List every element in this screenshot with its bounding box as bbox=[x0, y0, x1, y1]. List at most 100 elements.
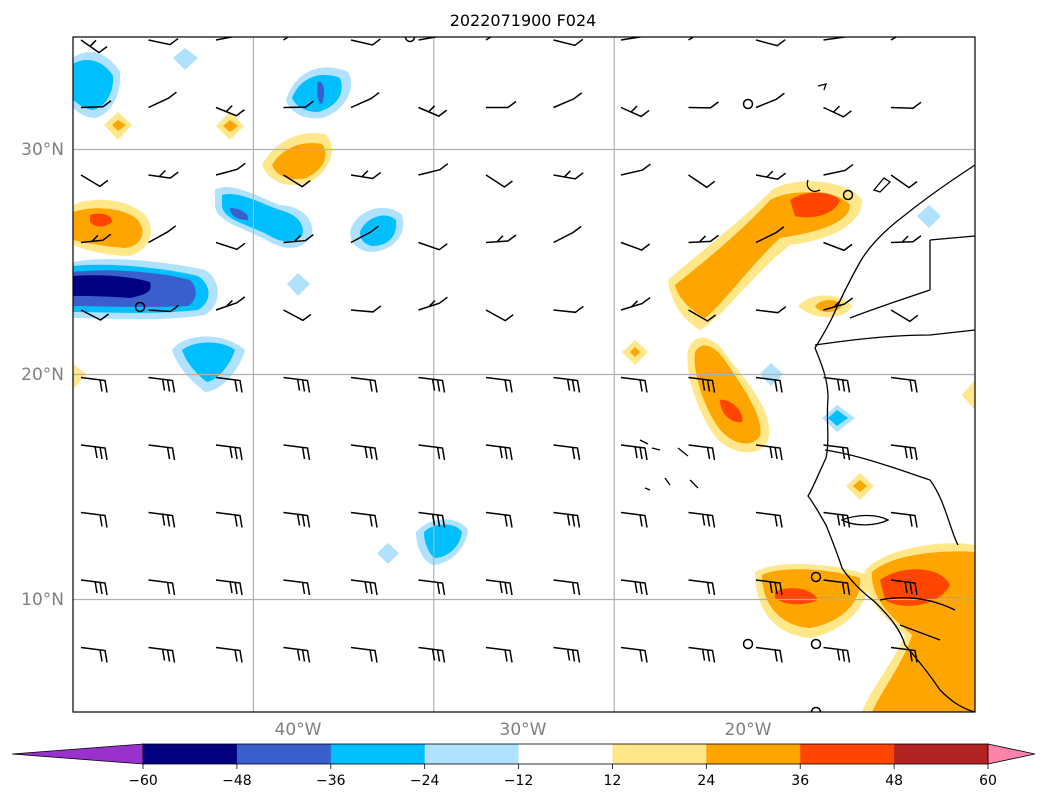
wind-barb bbox=[553, 38, 584, 47]
wind-barb bbox=[215, 105, 245, 117]
wind-barb bbox=[80, 233, 112, 244]
wind-barb bbox=[553, 170, 584, 180]
lat-label-30n: 30°N bbox=[21, 140, 64, 160]
colorbar-segment bbox=[518, 744, 613, 764]
wind-barb bbox=[350, 646, 378, 663]
calm-wind-circle bbox=[134, 301, 146, 313]
wind-barb bbox=[283, 646, 311, 663]
wind-barb bbox=[890, 174, 918, 189]
wind-barb bbox=[688, 444, 716, 461]
lon-label-30w: 30°W bbox=[500, 720, 547, 740]
wind-barb bbox=[215, 376, 243, 393]
wind-barb bbox=[620, 579, 648, 596]
wind-barb bbox=[148, 37, 179, 46]
lon-label-20w: 20°W bbox=[725, 720, 772, 740]
wind-barb bbox=[553, 305, 584, 314]
wind-barb bbox=[553, 511, 581, 528]
wind-barb bbox=[80, 100, 112, 109]
wind-barb bbox=[620, 444, 648, 461]
wind-barb bbox=[418, 37, 440, 41]
wind-barb bbox=[350, 444, 378, 461]
wind-barb bbox=[755, 92, 785, 109]
wind-barb bbox=[553, 444, 581, 461]
wind-barb bbox=[350, 376, 378, 393]
wind-barb bbox=[620, 376, 648, 393]
wind-barb bbox=[553, 376, 581, 393]
wind-barb bbox=[350, 579, 378, 596]
wind-barb bbox=[350, 511, 378, 528]
wind-barb bbox=[80, 444, 108, 461]
wind-barb bbox=[553, 92, 583, 109]
wind-barb bbox=[283, 174, 311, 188]
colorbar-tick-label: −12 bbox=[504, 773, 534, 789]
lat-label-10n: 10°N bbox=[21, 590, 64, 610]
wind-barb bbox=[553, 646, 581, 663]
wind-barb bbox=[755, 511, 783, 528]
wind-barb bbox=[620, 37, 644, 41]
wind-barb bbox=[620, 646, 648, 663]
wind-barb bbox=[215, 37, 236, 41]
wind-barb bbox=[148, 646, 176, 663]
wind-barb bbox=[283, 100, 314, 109]
wind-barb bbox=[553, 579, 581, 596]
wind-barb bbox=[553, 225, 582, 244]
colorbar-segment bbox=[612, 744, 707, 764]
calm-wind-circle bbox=[404, 37, 416, 43]
wind-barb bbox=[418, 241, 448, 251]
positive-anomaly-shading bbox=[73, 112, 975, 712]
wind-barb bbox=[823, 163, 854, 176]
plot-area bbox=[73, 37, 975, 712]
wind-barb bbox=[620, 241, 651, 251]
colorbar: −60 −48 −36 −24 −12 12 24 36 48 60 bbox=[11, 743, 1036, 789]
wind-barb bbox=[688, 579, 716, 596]
lat-labels: 30°N 20°N 10°N bbox=[21, 140, 64, 610]
colorbar-segment bbox=[143, 744, 238, 764]
wind-barb bbox=[823, 297, 854, 311]
wind-barb bbox=[755, 444, 783, 461]
colorbar-segment bbox=[424, 744, 520, 764]
wind-barb bbox=[418, 296, 448, 311]
wind-barb bbox=[755, 170, 787, 180]
wind-barb bbox=[418, 444, 446, 461]
lat-label-20n: 20°N bbox=[21, 365, 64, 385]
wind-barb bbox=[823, 579, 851, 596]
wind-barb bbox=[823, 37, 847, 41]
wind-barb bbox=[823, 241, 853, 252]
wind-barb bbox=[350, 305, 382, 313]
wind-barb bbox=[283, 511, 311, 528]
wind-barb bbox=[485, 444, 513, 461]
colorbar-segment bbox=[236, 744, 332, 764]
colorbar-tick-label: −48 bbox=[222, 773, 252, 789]
wind-barb bbox=[350, 91, 380, 109]
wind-barb bbox=[823, 444, 851, 461]
wind-barb bbox=[418, 646, 446, 663]
colorbar-extend-max bbox=[987, 743, 1036, 765]
wind-barb bbox=[890, 444, 918, 461]
wind-barb bbox=[148, 170, 179, 179]
colorbar-tick-label: −24 bbox=[410, 773, 440, 789]
colorbar-extend-min bbox=[11, 743, 144, 765]
wind-barbs bbox=[80, 37, 922, 663]
wind-barb bbox=[890, 579, 918, 596]
wind-barb bbox=[215, 296, 246, 311]
wind-barb bbox=[350, 38, 381, 46]
colorbar-tick-label: 36 bbox=[791, 773, 809, 789]
wind-barb bbox=[80, 174, 109, 188]
wind-barb bbox=[283, 309, 312, 322]
wind-barb bbox=[418, 163, 449, 176]
wind-barb bbox=[350, 170, 382, 180]
wind-barb bbox=[823, 105, 852, 118]
lon-labels: 40°W 30°W 20°W bbox=[275, 720, 772, 740]
wind-barb bbox=[283, 579, 311, 596]
wind-barb bbox=[148, 511, 176, 528]
colorbar-tick-label: −36 bbox=[316, 773, 346, 789]
wind-barb bbox=[148, 91, 177, 109]
wind-barb bbox=[688, 174, 716, 189]
wind-barb bbox=[688, 646, 716, 663]
wind-barb bbox=[418, 579, 446, 596]
map-title: 2022071900 F024 bbox=[450, 11, 597, 30]
wind-barb bbox=[755, 226, 785, 244]
coastline bbox=[639, 83, 975, 712]
wind-barb bbox=[755, 376, 783, 393]
